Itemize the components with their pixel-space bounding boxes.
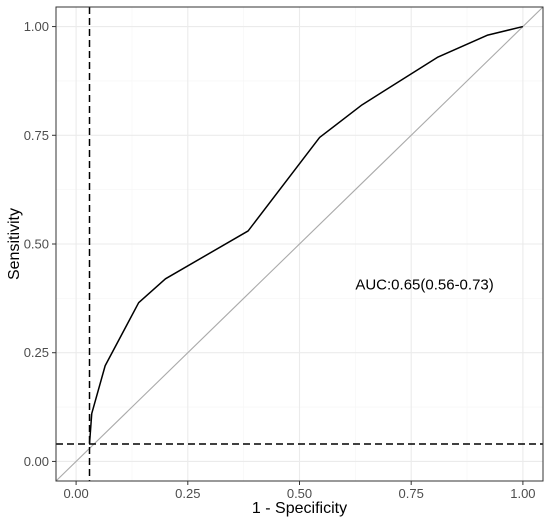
y-tick-label: 0.75	[24, 128, 49, 143]
x-tick-label: 0.00	[63, 486, 88, 501]
series-layer	[88, 25, 524, 445]
y-tick-label: 0.50	[24, 237, 49, 252]
reference-layer	[55, 6, 544, 482]
roc-curve-line	[88, 25, 524, 445]
threshold-layer	[56, 7, 543, 481]
x-tick-label: 0.50	[287, 486, 312, 501]
y-axis-title: Sensitivity	[6, 208, 23, 280]
x-tick-label: 0.25	[175, 486, 200, 501]
x-tick-label: 0.75	[399, 486, 424, 501]
y-tick-label: 0.25	[24, 345, 49, 360]
grid-layer	[56, 7, 543, 481]
x-tick-label: 1.00	[510, 486, 535, 501]
y-tick-label: 0.00	[24, 454, 49, 469]
axis-layer: 0.00 0.25 0.50 0.75 1.00 0.00 0.25 0.50 0.75 1.00	[24, 19, 536, 501]
auc-annotation: AUC:0.65(0.56-0.73)	[355, 277, 493, 294]
reference-diagonal-line	[55, 6, 544, 482]
x-axis-title: 1 - Specificity	[252, 500, 347, 517]
y-tick-label: 1.00	[24, 19, 49, 34]
